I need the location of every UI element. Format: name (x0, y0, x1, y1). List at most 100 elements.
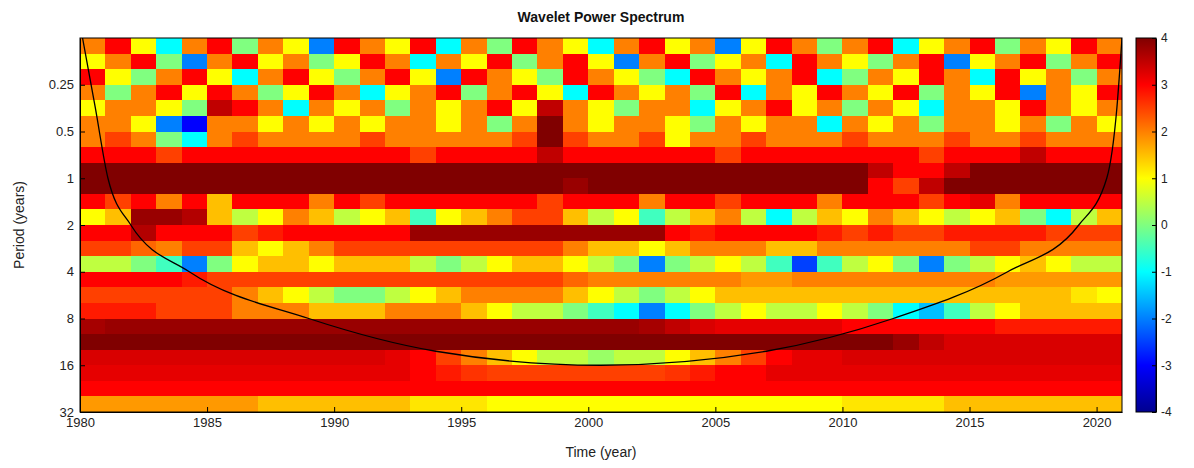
cell (893, 116, 919, 132)
cell (817, 69, 843, 85)
cell (309, 396, 335, 412)
cell (309, 303, 335, 319)
cell (817, 272, 843, 288)
plot-frame (80, 38, 1122, 412)
cell (919, 319, 945, 335)
cell (792, 85, 818, 101)
cell (436, 334, 462, 350)
cell (232, 334, 258, 350)
cell (436, 38, 462, 54)
cell (868, 209, 894, 225)
cell (105, 147, 131, 163)
cell (741, 272, 767, 288)
cell (893, 163, 919, 179)
cell (258, 54, 284, 70)
cell (970, 287, 996, 303)
cell (766, 256, 792, 272)
cell (842, 209, 868, 225)
cell (639, 287, 665, 303)
cell (537, 163, 563, 179)
cell (842, 85, 868, 101)
cell (258, 272, 284, 288)
cell (614, 116, 640, 132)
cell (919, 334, 945, 350)
cell (1020, 319, 1046, 335)
cell (131, 287, 157, 303)
cell (131, 381, 157, 397)
cell (131, 132, 157, 148)
cell (436, 287, 462, 303)
cell (893, 396, 919, 412)
cell (156, 396, 182, 412)
cell (258, 163, 284, 179)
cell (639, 334, 665, 350)
cell (182, 287, 208, 303)
cell (715, 256, 741, 272)
cell (410, 303, 436, 319)
cell (385, 178, 411, 194)
colorbar-tick-label: 3 (1161, 78, 1168, 92)
cell (614, 396, 640, 412)
cell (919, 381, 945, 397)
cell (588, 365, 614, 381)
cell (792, 163, 818, 179)
cell (715, 163, 741, 179)
cell (766, 163, 792, 179)
cell (868, 54, 894, 70)
cell (436, 272, 462, 288)
cell (1071, 178, 1097, 194)
cell (690, 225, 716, 241)
cell (1071, 303, 1097, 319)
cell (283, 256, 309, 272)
x-tick: 1990 (320, 407, 349, 430)
cell (741, 256, 767, 272)
cell (588, 272, 614, 288)
cell (156, 38, 182, 54)
colorbar-tick: -2 (1152, 312, 1172, 326)
cell (487, 147, 513, 163)
colorbar-tick: -3 (1152, 359, 1172, 373)
cell (842, 381, 868, 397)
y-tick-mark (80, 225, 85, 226)
x-axis-title: Time (year) (565, 444, 636, 460)
cell (182, 396, 208, 412)
cell (919, 38, 945, 54)
cell (487, 334, 513, 350)
cell (207, 272, 233, 288)
cell (80, 350, 106, 366)
cell (385, 85, 411, 101)
cell (614, 85, 640, 101)
cell (487, 350, 513, 366)
cell (792, 69, 818, 85)
cell (842, 116, 868, 132)
cell (639, 100, 665, 116)
cell (792, 319, 818, 335)
cell (1097, 256, 1122, 272)
cell (715, 287, 741, 303)
cell (1071, 225, 1097, 241)
cell (131, 334, 157, 350)
cell (410, 319, 436, 335)
cell (944, 85, 970, 101)
colorbar-tick-mark (1152, 365, 1156, 366)
cell (232, 100, 258, 116)
cell (1046, 147, 1072, 163)
cell (258, 85, 284, 101)
cell (232, 381, 258, 397)
cell (919, 272, 945, 288)
cell (258, 38, 284, 54)
cell (537, 334, 563, 350)
cell (1046, 381, 1072, 397)
cell (182, 381, 208, 397)
cell (487, 256, 513, 272)
cell (970, 147, 996, 163)
cell (512, 38, 538, 54)
cell (690, 132, 716, 148)
cell (588, 241, 614, 257)
cell (436, 209, 462, 225)
chart: 1980198519901995200020052010201520200.25… (0, 0, 1194, 468)
cell (131, 319, 157, 335)
cell (232, 38, 258, 54)
cell (1046, 116, 1072, 132)
cell (563, 100, 589, 116)
